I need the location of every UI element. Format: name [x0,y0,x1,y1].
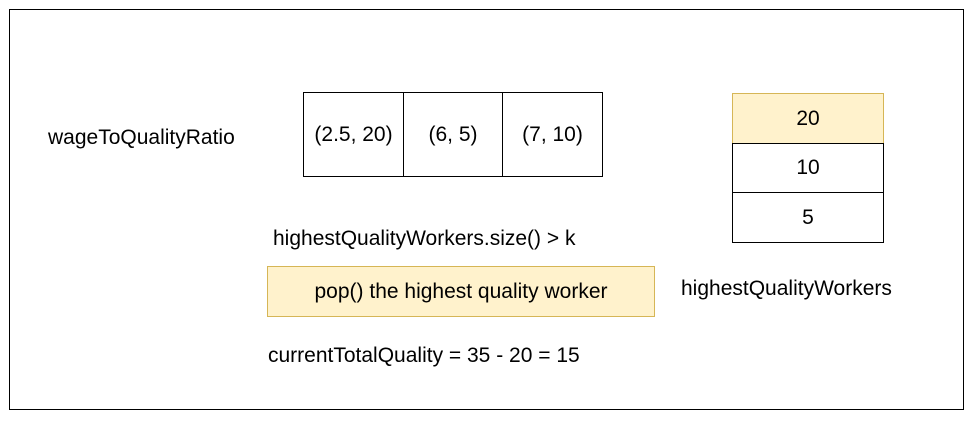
ratio-array: (2.5, 20) (6, 5) (7, 10) [303,92,603,177]
heap-label: highestQualityWorkers [681,277,892,300]
ratio-cell: (6, 5) [402,92,504,177]
heap-item: 5 [732,192,884,243]
condition-text: highestQualityWorkers.size() > k [273,227,576,250]
ratio-cell: (7, 10) [502,92,603,177]
pop-action-box: pop() the highest quality worker [267,266,655,317]
heap-item: 10 [732,142,884,194]
heap-item-top: 20 [732,93,884,144]
ratio-cell: (2.5, 20) [303,92,404,177]
ratio-label: wageToQualityRatio [48,126,235,149]
total-quality-text: currentTotalQuality = 35 - 20 = 15 [268,344,580,367]
diagram-frame [9,9,964,410]
heap-stack: 20 10 5 [732,93,884,243]
